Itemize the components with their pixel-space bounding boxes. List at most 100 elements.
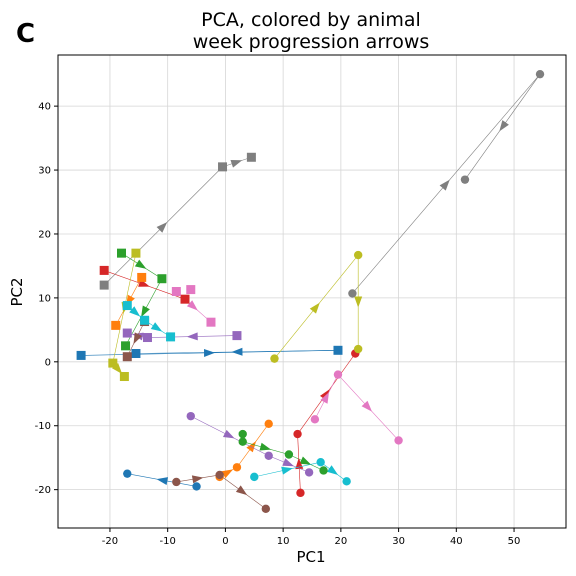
y-tick-label: 20 [38, 229, 51, 240]
square-point [333, 345, 343, 355]
chart-title-line-2: week progression arrows [193, 31, 430, 53]
y-tick-label: -20 [35, 485, 51, 496]
square-point [171, 287, 181, 296]
square-point [232, 331, 242, 341]
arrow-head [361, 400, 372, 412]
circle-point [535, 69, 545, 79]
square-point [119, 372, 129, 382]
data-points [76, 69, 545, 514]
square-point [166, 332, 176, 342]
square-point [122, 352, 132, 362]
circle-point [232, 463, 242, 472]
arrow-head [129, 306, 141, 317]
arrow-head [309, 302, 320, 314]
square-point [122, 328, 132, 338]
arrow-head [112, 363, 123, 374]
square-point [131, 248, 141, 258]
arrow-head [499, 120, 509, 132]
arrow-head [299, 456, 312, 465]
square-point [122, 301, 132, 311]
square-point [131, 349, 141, 359]
chart-title-line-1: PCA, colored by animal [201, 9, 421, 31]
square-point [206, 317, 216, 327]
x-tick-label: -20 [102, 536, 118, 547]
grid-lines [58, 55, 566, 528]
square-point [117, 248, 126, 258]
circle-point [238, 437, 247, 446]
circle-point [348, 289, 357, 298]
circle-point [293, 429, 302, 439]
arrow-head [156, 222, 168, 233]
circle-point [264, 451, 273, 460]
panel-letter: C [16, 19, 35, 49]
x-tick-label: 30 [392, 536, 405, 547]
y-tick-label: -10 [35, 421, 51, 432]
circle-point [296, 488, 305, 498]
circle-point [284, 450, 294, 459]
y-tick-label: 0 [45, 357, 51, 368]
circle-point [192, 482, 201, 491]
square-point [142, 333, 152, 343]
square-point [137, 272, 147, 282]
arrow-head [150, 322, 163, 332]
arrow-head [326, 465, 339, 475]
circle-point [310, 415, 320, 424]
circle-point [250, 472, 259, 482]
y-axis-label: PC2 [8, 277, 26, 306]
arrow-head [320, 392, 329, 404]
x-tick-label: 40 [450, 536, 463, 547]
arrow-head [281, 466, 293, 475]
square-point [157, 274, 167, 284]
y-tick-label: 40 [38, 102, 51, 113]
y-tick-label: 10 [38, 293, 51, 304]
square-point [218, 162, 228, 172]
arrow-head [133, 332, 142, 345]
circle-point [264, 419, 273, 429]
square-point [76, 350, 86, 360]
circle-point [394, 436, 403, 445]
square-point [108, 358, 118, 368]
square-point [99, 280, 109, 290]
circle-point [342, 477, 351, 486]
circle-point [304, 468, 314, 477]
x-tick-label: -10 [160, 536, 176, 547]
arrow-head [223, 429, 235, 439]
arrow-head [354, 296, 363, 308]
arrow-head [439, 179, 450, 191]
square-point [121, 341, 131, 351]
circle-point [261, 504, 271, 514]
arrow-head [141, 305, 150, 318]
arrow-head [191, 475, 204, 484]
plot-frame [57, 54, 567, 529]
arrow-head [186, 332, 198, 341]
circle-point [186, 411, 195, 421]
x-tick-label: 50 [508, 536, 521, 547]
circle-point [270, 354, 279, 363]
week-progression-arrows [81, 73, 541, 510]
circle-point [460, 175, 470, 184]
circle-point [319, 466, 328, 475]
circle-point [353, 344, 363, 354]
x-axis-label: PC1 [296, 548, 325, 566]
square-point [140, 315, 150, 325]
circle-point [316, 457, 325, 467]
arrow-head [230, 160, 243, 168]
circle-point [238, 429, 247, 439]
y-tick-label: 30 [38, 166, 51, 177]
arrow-head [134, 259, 147, 269]
arrow-head [259, 442, 272, 451]
arrow-head [156, 477, 168, 485]
arrow-head [231, 347, 243, 356]
x-tick-label: 10 [277, 536, 290, 547]
circle-point [172, 477, 181, 487]
arrow-head [204, 349, 215, 357]
arrow-head [235, 485, 248, 496]
square-point [99, 265, 109, 275]
arrow-head [282, 458, 294, 467]
circle-point [215, 470, 224, 480]
circle-point [333, 370, 343, 379]
arrow-head [186, 300, 198, 311]
axis-ticks: -20 -10 0 10 20 30 40 50 -20 -10 0 10 20 30 40 [35, 102, 521, 547]
x-tick-label: 20 [334, 536, 347, 547]
